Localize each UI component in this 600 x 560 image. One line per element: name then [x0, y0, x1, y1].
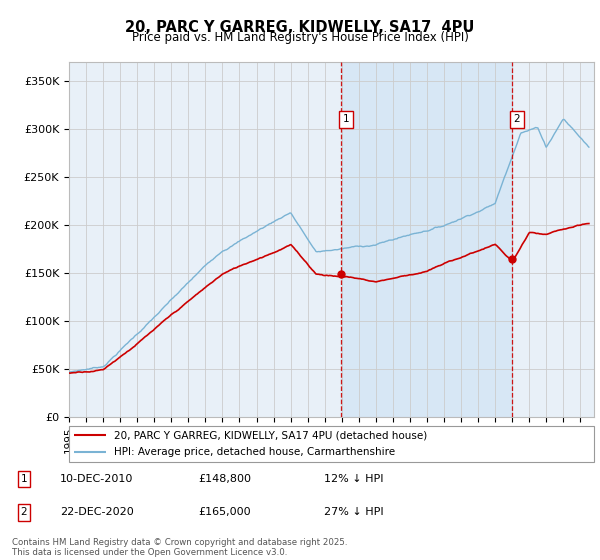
- Text: 20, PARC Y GARREG, KIDWELLY, SA17 4PU (detached house): 20, PARC Y GARREG, KIDWELLY, SA17 4PU (d…: [113, 431, 427, 440]
- Text: 2: 2: [514, 114, 520, 124]
- Text: Price paid vs. HM Land Registry's House Price Index (HPI): Price paid vs. HM Land Registry's House …: [131, 31, 469, 44]
- Text: 1: 1: [20, 474, 28, 484]
- FancyBboxPatch shape: [69, 426, 594, 462]
- Text: £148,800: £148,800: [198, 474, 251, 484]
- Text: 1: 1: [343, 114, 349, 124]
- Text: 12% ↓ HPI: 12% ↓ HPI: [324, 474, 383, 484]
- Text: 10-DEC-2010: 10-DEC-2010: [60, 474, 133, 484]
- Text: £165,000: £165,000: [198, 507, 251, 517]
- Text: 22-DEC-2020: 22-DEC-2020: [60, 507, 134, 517]
- Text: 2: 2: [20, 507, 28, 517]
- Text: Contains HM Land Registry data © Crown copyright and database right 2025.
This d: Contains HM Land Registry data © Crown c…: [12, 538, 347, 557]
- Text: 20, PARC Y GARREG, KIDWELLY, SA17  4PU: 20, PARC Y GARREG, KIDWELLY, SA17 4PU: [125, 20, 475, 35]
- Text: HPI: Average price, detached house, Carmarthenshire: HPI: Average price, detached house, Carm…: [113, 447, 395, 457]
- Bar: [341, 62, 512, 417]
- Text: 27% ↓ HPI: 27% ↓ HPI: [324, 507, 383, 517]
